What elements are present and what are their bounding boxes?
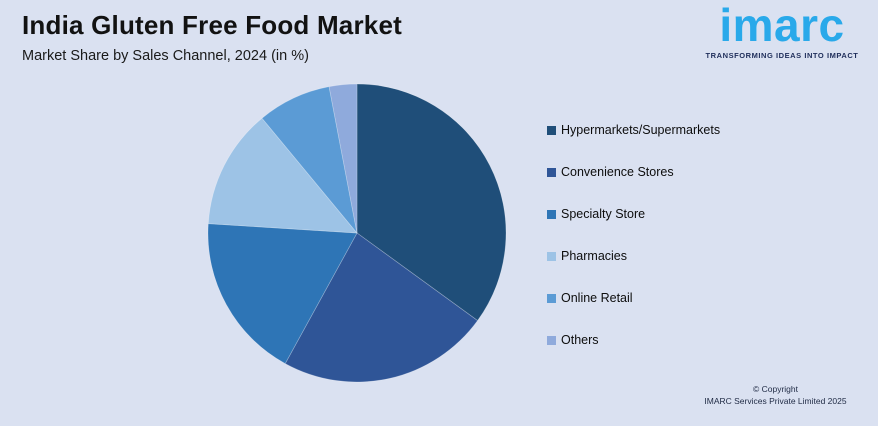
pie-slice-pharmacies (207, 117, 358, 234)
legend-item-online-retail: Online Retail (547, 291, 720, 305)
chart-header: India Gluten Free Food Market Market Sha… (22, 10, 402, 64)
pie-chart-svg (207, 83, 507, 383)
imarc-logo-wordmark: imarc (719, 0, 845, 51)
legend-label: Hypermarkets/Supermarkets (561, 123, 721, 137)
imarc-logo: imarc TRANSFORMING IDEAS INTO IMPACT (694, 0, 870, 60)
legend-swatch (547, 125, 556, 135)
pie-slice-hypermarkets-supermarkets (356, 83, 507, 322)
legend-item-pharmacies: Pharmacies (547, 249, 720, 263)
legend-item-hypermarkets-supermarkets: Hypermarkets/Supermarkets (547, 123, 720, 137)
copyright-line-1: © Copyright (752, 384, 798, 394)
copyright-line-2: IMARC Services Private Limited 2025 (704, 396, 847, 406)
pie-slice-specialty-store (207, 223, 358, 365)
pie-chart (207, 83, 507, 383)
legend-label: Pharmacies (561, 249, 627, 263)
legend-swatch (547, 251, 556, 261)
copyright-notice: © Copyright IMARC Services Private Limit… (683, 383, 868, 407)
legend-item-specialty-store: Specialty Store (547, 207, 720, 221)
legend-swatch (547, 335, 556, 345)
legend-item-convenience-stores: Convenience Stores (547, 165, 720, 179)
legend-swatch (547, 167, 556, 177)
legend-label: Others (561, 333, 599, 347)
legend-swatch (547, 209, 556, 219)
legend-swatch (547, 293, 556, 303)
chart-subtitle: Market Share by Sales Channel, 2024 (in … (22, 48, 309, 64)
chart-legend: Hypermarkets/Supermarkets Convenience Sto… (547, 123, 720, 347)
imarc-logo-tagline: TRANSFORMING IDEAS INTO IMPACT (705, 50, 859, 60)
page-title: India Gluten Free Food Market (22, 10, 402, 40)
legend-label: Convenience Stores (561, 165, 674, 179)
pie-slice-online-retail (261, 86, 358, 234)
pie-slice-convenience-stores (284, 232, 479, 383)
legend-label: Specialty Store (561, 207, 646, 221)
pie-slice-others (328, 83, 358, 234)
legend-label: Online Retail (561, 291, 633, 305)
legend-item-others: Others (547, 333, 720, 347)
